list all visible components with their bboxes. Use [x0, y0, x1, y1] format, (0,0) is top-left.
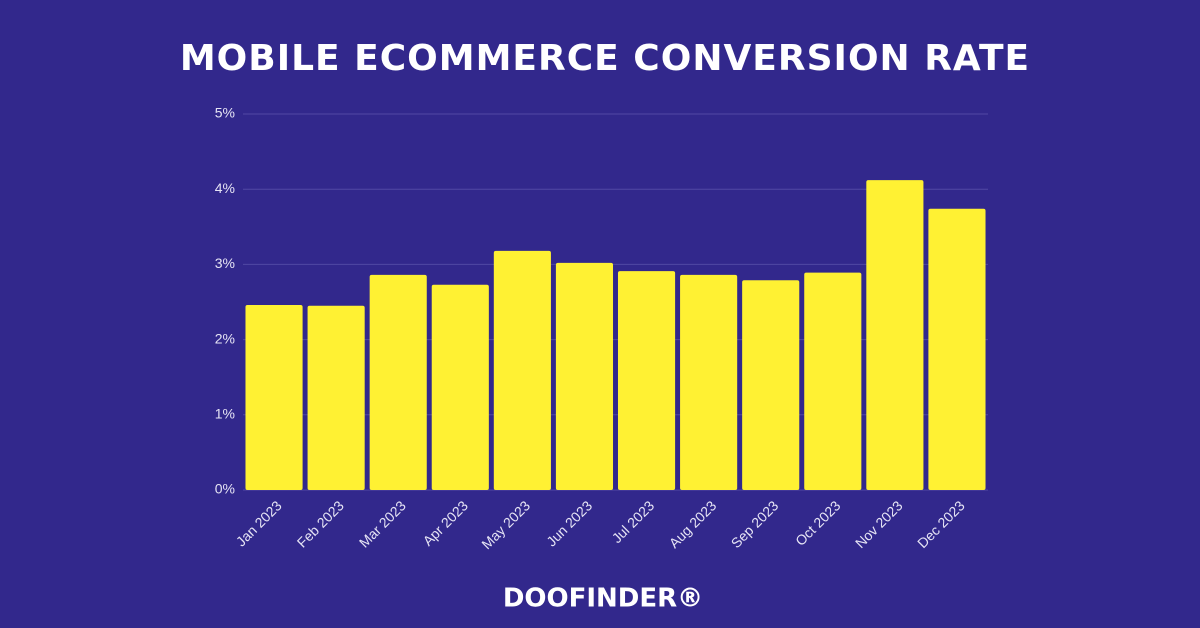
y-tick-label: 0% [215, 481, 235, 497]
y-tick-label: 4% [215, 180, 235, 196]
bar [680, 274, 738, 490]
bar [245, 305, 303, 490]
bar [307, 305, 365, 490]
bar [369, 274, 427, 490]
bar [431, 284, 489, 490]
y-tick-label: 5% [215, 105, 235, 121]
brand-logo: DOOFINDER® [503, 584, 703, 614]
y-tick-label: 1% [215, 406, 235, 422]
bar [928, 208, 986, 490]
bar [617, 271, 676, 490]
bar [742, 280, 800, 490]
bar [866, 180, 924, 490]
bar [493, 250, 551, 490]
y-tick-label: 3% [215, 255, 235, 271]
chart-title: MOBILE ECOMMERCE CONVERSION RATE [180, 38, 1030, 79]
bar [804, 272, 862, 490]
y-tick-label: 2% [215, 330, 235, 346]
bar [555, 262, 614, 490]
